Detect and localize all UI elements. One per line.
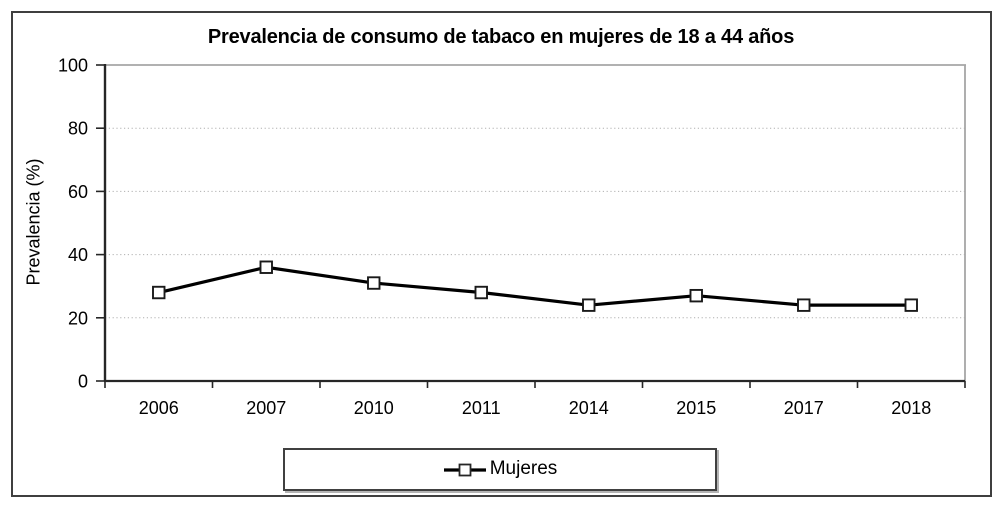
gridlines [105,127,965,319]
series-line-mujeres [158,265,912,307]
data-point-2010 [367,276,381,290]
x-tick-label-2010: 2010 [354,398,394,418]
x-tick-label-2017: 2017 [784,398,824,418]
data-point-2006 [152,285,166,300]
data-point-2007 [259,260,273,274]
y-tick-label-0: 0 [78,372,88,392]
x-tick-label-2014: 2014 [569,398,609,418]
legend-line-marker-icon [443,463,486,476]
chart-frame [11,11,992,497]
legend-box: Mujeres [283,448,717,491]
data-point-2017 [797,298,811,312]
y-tick-label-40: 40 [68,245,88,265]
y-tick-label-80: 80 [68,119,88,139]
data-point-2015 [689,288,703,303]
axes [96,64,966,388]
x-tick-label-2018: 2018 [891,398,931,418]
data-point-2011 [474,285,488,300]
y-tick-label-20: 20 [68,308,88,328]
x-tick-labels: 2006 2007 2010 2011 2014 2015 2017 2018 [139,398,932,418]
plot-border [105,64,966,381]
chart-title: Prevalencia de consumo de tabaco en muje… [207,26,795,48]
x-tick-label-2011: 2011 [462,398,501,418]
y-tick-label-60: 60 [68,182,88,202]
x-tick-label-2007: 2007 [246,398,286,418]
data-point-2014 [582,298,596,312]
data-point-2018 [904,298,918,312]
x-tick-label-2015: 2015 [676,398,716,418]
y-tick-labels: 0 20 40 60 80 100 [58,56,88,392]
data-markers [152,260,918,312]
y-tick-label-100: 100 [58,56,88,76]
legend-label: Mujeres [489,458,558,479]
x-tick-label-2006: 2006 [139,398,179,418]
